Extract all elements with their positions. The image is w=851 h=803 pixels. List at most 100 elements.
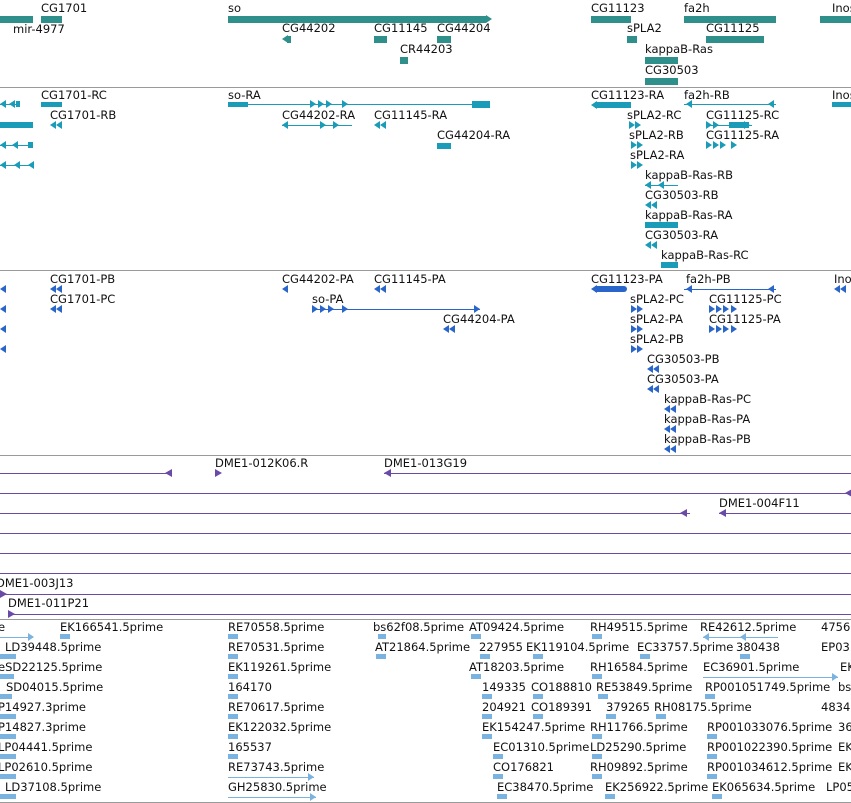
transcript-bar-cg44204-ra[interactable] xyxy=(437,143,451,149)
est-bar[interactable] xyxy=(705,694,715,699)
protein-bar-cg11123-pa[interactable] xyxy=(595,286,627,292)
bac-line[interactable] xyxy=(0,493,851,494)
est-label: RP001034612.5prime xyxy=(707,760,833,774)
est-bar[interactable] xyxy=(0,694,12,699)
protein-track: CG1701-PB CG1701-PC CG44202-PA CG11145-P… xyxy=(0,271,851,454)
est-bar[interactable] xyxy=(471,674,481,679)
est-bar[interactable] xyxy=(0,714,16,719)
est-bar[interactable] xyxy=(482,714,492,719)
est-bar[interactable] xyxy=(592,774,602,779)
est-label: EK154247.5prime xyxy=(482,720,586,734)
transcript-exon-so-ra[interactable] xyxy=(228,102,248,107)
est-line[interactable] xyxy=(228,797,316,798)
transcript-bar-cg1701-rc[interactable] xyxy=(41,102,62,107)
bac-arrow-dme1-011p21 xyxy=(8,610,15,618)
est-label: eSD22125.5prime xyxy=(0,660,103,674)
gene-bar-cg1701[interactable] xyxy=(0,16,33,23)
est-bar[interactable] xyxy=(228,754,238,759)
est-bar[interactable] xyxy=(482,734,492,739)
gene-bar-spla2[interactable] xyxy=(627,36,637,43)
bac-label-dme1-013g19: DME1-013G19 xyxy=(384,456,468,470)
est-bar[interactable] xyxy=(707,754,717,759)
transcript-label-cg11125-ra: CG11125-RA xyxy=(706,128,780,142)
est-bar[interactable] xyxy=(0,794,16,799)
est-bar[interactable] xyxy=(471,634,481,639)
est-bar[interactable] xyxy=(533,694,543,699)
transcript-bar-cg11123-ra[interactable] xyxy=(595,102,631,108)
gene-bar-cr44203[interactable] xyxy=(400,57,408,64)
est-bar[interactable] xyxy=(640,654,650,659)
est-bar[interactable] xyxy=(605,794,615,799)
bac-line[interactable] xyxy=(0,573,851,574)
bac-line[interactable] xyxy=(0,513,690,514)
bac-line[interactable] xyxy=(0,533,851,534)
transcript-bar-inos[interactable] xyxy=(832,102,851,107)
protein-arrow-cg11145-pa xyxy=(380,285,386,293)
est-bar[interactable] xyxy=(228,714,238,719)
gene-bar-cg1701b[interactable] xyxy=(41,16,62,23)
bac-line[interactable] xyxy=(0,553,851,554)
est-bar[interactable] xyxy=(656,714,666,719)
est-bar[interactable] xyxy=(376,654,386,659)
bac-line-dme1-004f11[interactable] xyxy=(719,513,851,514)
est-bar[interactable] xyxy=(228,734,238,739)
est-label: EK119104.5prime xyxy=(526,640,630,654)
est-bar[interactable] xyxy=(480,654,490,659)
protein-arrow-cg11125-pa xyxy=(716,325,722,333)
est-bar[interactable] xyxy=(493,774,503,779)
est-bar[interactable] xyxy=(592,754,602,759)
transcript-exon-cg11125-rc[interactable] xyxy=(729,122,749,128)
bac-line-dme1-013g19[interactable] xyxy=(384,473,851,474)
est-bar[interactable] xyxy=(0,734,16,739)
est-bar[interactable] xyxy=(378,634,386,639)
est-bar[interactable] xyxy=(228,634,238,639)
gene-bar-inos[interactable] xyxy=(820,16,851,23)
bac-line-dme1-003j13[interactable] xyxy=(0,594,851,595)
est-bar[interactable] xyxy=(533,654,543,659)
gene-bar-kappab-ras[interactable] xyxy=(645,57,678,64)
est-line[interactable] xyxy=(703,677,838,678)
est-bar[interactable] xyxy=(0,674,14,679)
gene-bar-cg11145[interactable] xyxy=(374,36,387,43)
gene-bar-fa2h[interactable] xyxy=(684,16,776,23)
est-bar[interactable] xyxy=(0,654,16,659)
est-bar[interactable] xyxy=(592,734,602,739)
est-bar[interactable] xyxy=(228,694,238,699)
transcript-bar-kappab-ras-ra[interactable] xyxy=(645,222,678,228)
est-bar[interactable] xyxy=(493,754,503,759)
est-bar[interactable] xyxy=(228,654,238,659)
bac-arrow-dme1-013g19 xyxy=(384,469,391,477)
gene-bar-cg30503[interactable] xyxy=(645,78,678,85)
gene-bar-cg11125[interactable] xyxy=(706,36,764,43)
gene-bar-so[interactable] xyxy=(228,16,486,23)
gene-bar-cg44202[interactable] xyxy=(287,36,291,43)
est-bar[interactable] xyxy=(606,714,616,719)
est-line[interactable] xyxy=(228,777,314,778)
est-bar[interactable] xyxy=(228,674,238,679)
est-bar[interactable] xyxy=(707,734,717,739)
est-bar[interactable] xyxy=(0,774,16,779)
transcript-label-spla2-ra: sPLA2-RA xyxy=(630,148,685,162)
bac-line-dme1-011p21[interactable] xyxy=(8,614,851,615)
est-bar[interactable] xyxy=(497,794,507,799)
bac-line[interactable] xyxy=(0,473,171,474)
est-line[interactable] xyxy=(0,637,33,638)
transcript-arrow xyxy=(12,141,18,149)
est-bar[interactable] xyxy=(592,674,602,679)
est-label: RE70558.5prime xyxy=(228,620,325,634)
est-bar[interactable] xyxy=(60,634,70,639)
gene-bar-cg11123[interactable] xyxy=(591,16,631,23)
transcript-track: CG1701-RC CG1701-RB so-RA CG44202-RA CG1… xyxy=(0,88,851,268)
transcript-bar-kappab-ras-rc[interactable] xyxy=(661,262,678,268)
est-bar[interactable] xyxy=(740,654,750,659)
gene-bar-cg44204[interactable] xyxy=(437,36,451,43)
est-bar[interactable] xyxy=(598,694,608,699)
protein-arrow-spla2-pb xyxy=(631,345,637,353)
est-bar[interactable] xyxy=(0,754,16,759)
est-bar[interactable] xyxy=(533,714,543,719)
est-bar[interactable] xyxy=(707,774,717,779)
est-bar[interactable] xyxy=(482,694,492,699)
est-bar[interactable] xyxy=(592,634,602,639)
est-bar[interactable] xyxy=(712,794,722,799)
